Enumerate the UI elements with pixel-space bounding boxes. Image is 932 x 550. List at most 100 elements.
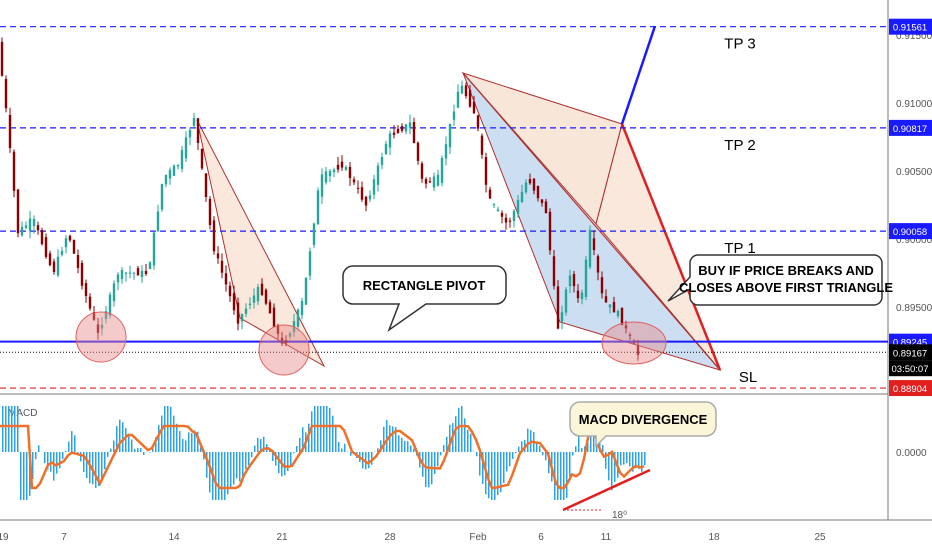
macd-histogram-bar [332, 415, 334, 452]
macd-histogram-bar [461, 406, 463, 452]
callout-text: MACD DIVERGENCE [579, 412, 708, 427]
macd-histogram-bar [137, 448, 139, 452]
candle-body [148, 262, 152, 269]
candle-body [80, 262, 84, 286]
candle-body [392, 132, 396, 135]
y-tick-label: 0.91000 [896, 99, 932, 110]
macd-histogram-bar [191, 433, 193, 452]
candle-body [508, 220, 512, 222]
macd-histogram-bar [17, 406, 19, 452]
macd-histogram-bar [269, 449, 271, 452]
candle-body [588, 229, 592, 268]
macd-histogram-bar [35, 452, 37, 460]
macd-histogram-bar [467, 429, 469, 452]
macd-histogram-bar [47, 452, 49, 470]
macd-histogram-bar [53, 452, 55, 481]
macd-histogram-bar [131, 439, 133, 452]
candle-body [304, 277, 308, 305]
macd-histogram-bar [74, 435, 76, 452]
candle-body [188, 129, 192, 138]
candle-body [464, 85, 468, 97]
candle-body [428, 181, 432, 183]
macd-histogram-bar [239, 452, 241, 482]
candle-body [32, 218, 36, 226]
pivot-circle [75, 311, 127, 363]
candle-body [212, 220, 216, 252]
candle-body [20, 226, 24, 236]
candle-body [492, 204, 496, 206]
candle-body [156, 211, 160, 231]
macd-histogram-bar [488, 452, 490, 499]
macd-histogram-bar [236, 452, 238, 479]
macd-histogram-bar [86, 452, 88, 479]
macd-histogram-bar [494, 452, 496, 500]
macd-histogram-bar [371, 452, 373, 465]
candle-body [160, 184, 164, 210]
macd-histogram-bar [77, 452, 79, 454]
candle-body [436, 174, 440, 186]
macd-histogram-bar [302, 427, 304, 452]
macd-histogram-bar [350, 452, 352, 456]
candle-body [544, 201, 548, 214]
candle-body [352, 179, 356, 183]
macd-histogram-bar [338, 442, 340, 452]
macd-histogram-bar [614, 452, 616, 482]
candle-body [236, 302, 240, 324]
candle-body [552, 256, 556, 286]
macd-histogram-bar [167, 406, 169, 452]
candle-body [332, 169, 336, 172]
x-tick-label: 21 [276, 532, 288, 543]
macd-histogram-bar [638, 452, 640, 469]
candle-body [336, 164, 340, 170]
macd-histogram-bar [569, 452, 571, 477]
macd-histogram-bar [311, 411, 313, 452]
macd-y-tick: 0.0000 [896, 448, 927, 459]
macd-histogram-bar [209, 452, 211, 493]
price-tag-label: 03:50:07 [892, 364, 929, 375]
candle-body [312, 223, 316, 245]
macd-histogram-bar [560, 452, 562, 500]
macd-histogram-bar [155, 437, 157, 452]
y-tick-label: 0.90500 [896, 167, 932, 178]
candle-body [28, 218, 32, 231]
macd-histogram-bar [287, 452, 289, 472]
candle-body [572, 274, 576, 287]
macd-histogram-bar [434, 452, 436, 474]
candle-body [612, 302, 616, 313]
macd-histogram-bar [275, 452, 277, 466]
macd-histogram-bar [68, 441, 70, 452]
candle-body [372, 179, 376, 195]
macd-histogram-bar [8, 406, 10, 452]
macd-histogram-bar [23, 452, 25, 500]
macd-histogram-bar [185, 440, 187, 452]
candle-body [568, 275, 572, 287]
price-tag-label: 0.88904 [893, 384, 927, 395]
candle-body [112, 283, 116, 301]
macd-signal-line [0, 422, 645, 490]
candle-body [384, 143, 388, 155]
price-tag-label: 0.91561 [893, 23, 927, 34]
candle-body [620, 307, 624, 326]
level-label: TP 2 [724, 137, 755, 154]
price-tag [889, 119, 932, 136]
macd-histogram-bar [98, 452, 100, 486]
macd-histogram-bar [437, 452, 439, 467]
macd-histogram-bar [44, 452, 46, 464]
candle-body [504, 217, 508, 223]
candle-body [416, 142, 420, 161]
candle-body [232, 293, 236, 311]
candle-body [204, 173, 208, 198]
price-tag-label: 0.90817 [893, 124, 927, 135]
macd-histogram-bar [71, 431, 73, 452]
candle-body [248, 303, 252, 306]
candle-body [100, 324, 104, 329]
candle-body [400, 126, 404, 131]
macd-histogram-bar [227, 452, 229, 495]
candle-body [72, 240, 76, 254]
candle-body [348, 166, 352, 178]
candle-body [24, 225, 28, 228]
macd-histogram-bar [611, 452, 613, 491]
candle-body [368, 195, 372, 200]
candle-body [76, 255, 80, 268]
macd-histogram-bar [491, 452, 493, 500]
